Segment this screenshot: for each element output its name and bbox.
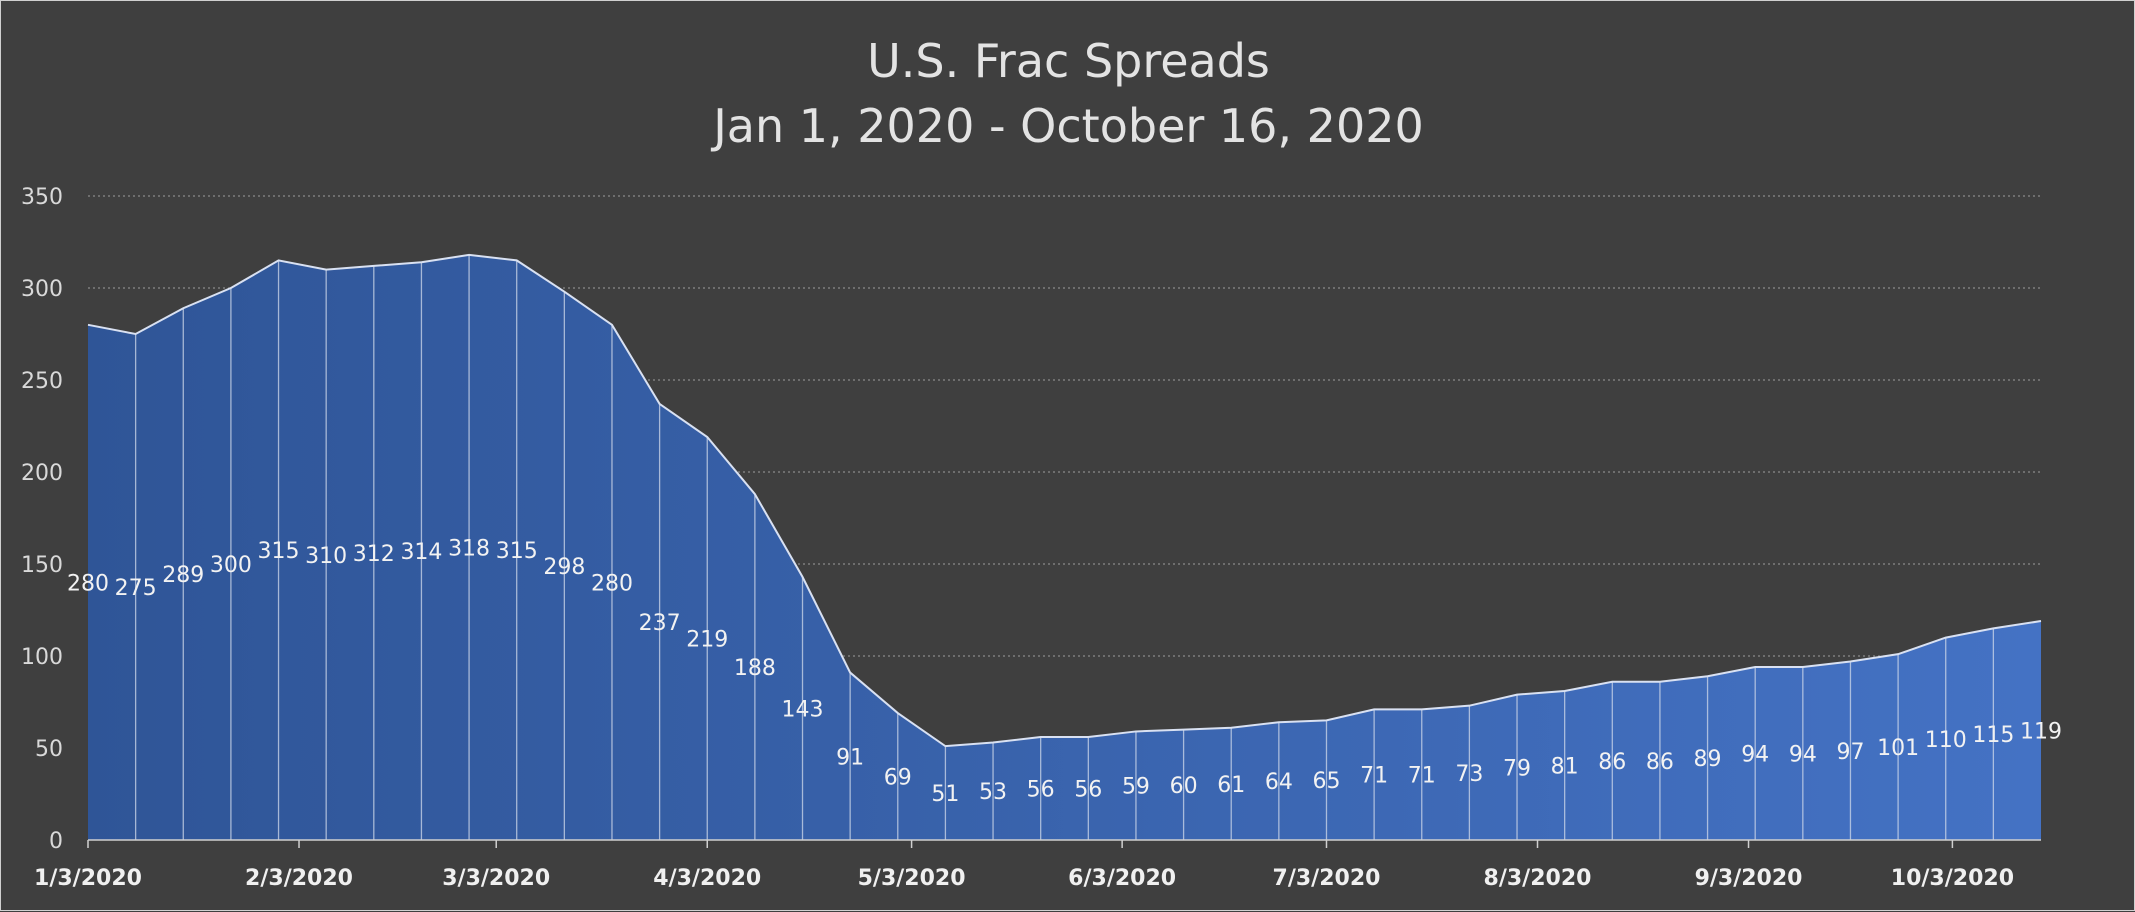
data-label-19: 53 [979,780,1007,805]
data-label-0: 280 [67,571,109,596]
data-label-17: 69 [884,766,912,791]
data-label-11: 280 [591,571,633,596]
data-label-16: 91 [836,745,864,770]
x-tick-label-1: 2/3/2020 [245,866,353,891]
chart-subtitle: Jan 1, 2020 - October 16, 2020 [713,99,1424,153]
data-label-14: 188 [734,656,776,681]
data-label-15: 143 [782,697,824,722]
x-tick-label-2: 3/3/2020 [442,866,550,891]
data-label-5: 310 [305,544,347,569]
data-label-4: 315 [258,539,300,564]
area-series [88,254,2041,840]
x-tick-label-7: 8/3/2020 [1484,866,1592,891]
data-label-38: 101 [1877,736,1919,761]
data-label-41: 119 [2020,720,2062,745]
y-tick-label-300: 300 [21,277,63,302]
data-label-9: 315 [496,539,538,564]
data-label-1: 275 [115,576,157,601]
y-tick-label-0: 0 [49,829,63,854]
x-tick-label-9: 10/3/2020 [1891,866,2014,891]
data-label-13: 219 [686,628,728,653]
x-tick-label-3: 4/3/2020 [653,866,761,891]
data-label-33: 86 [1646,750,1674,775]
y-tick-label-350: 350 [21,185,63,210]
data-label-2: 289 [162,563,204,588]
data-label-20: 56 [1027,777,1055,802]
y-tick-label-150: 150 [21,553,63,578]
y-tick-label-100: 100 [21,645,63,670]
data-label-24: 61 [1217,773,1245,798]
data-label-26: 65 [1312,769,1340,794]
data-label-39: 110 [1925,728,1967,753]
x-tick-label-0: 1/3/2020 [34,866,142,891]
data-label-23: 60 [1170,774,1198,799]
data-label-22: 59 [1122,775,1150,800]
data-label-7: 314 [400,540,442,565]
x-tick-label-4: 5/3/2020 [858,866,966,891]
data-label-36: 94 [1789,743,1817,768]
data-label-30: 79 [1503,756,1531,781]
y-tick-label-50: 50 [35,737,63,762]
data-label-40: 115 [1972,723,2014,748]
y-tick-label-250: 250 [21,369,63,394]
data-label-34: 89 [1694,747,1722,772]
x-tick-label-6: 7/3/2020 [1273,866,1381,891]
x-tick-label-5: 6/3/2020 [1068,866,1176,891]
data-label-27: 71 [1360,764,1388,789]
x-tick-label-8: 9/3/2020 [1695,866,1803,891]
data-label-12: 237 [639,611,681,636]
data-label-31: 81 [1551,754,1579,779]
data-label-6: 312 [353,542,395,567]
data-label-35: 94 [1741,743,1769,768]
data-label-10: 298 [543,555,585,580]
chart-title: U.S. Frac Spreads [867,34,1270,88]
data-label-29: 73 [1455,762,1483,787]
data-label-32: 86 [1598,750,1626,775]
data-label-25: 64 [1265,770,1293,795]
data-label-37: 97 [1836,740,1864,765]
data-label-21: 56 [1074,777,1102,802]
data-label-28: 71 [1408,764,1436,789]
data-label-8: 318 [448,536,490,561]
y-tick-label-200: 200 [21,461,63,486]
data-label-18: 51 [931,782,959,807]
series-line [87,253,2042,748]
data-label-3: 300 [210,553,252,578]
